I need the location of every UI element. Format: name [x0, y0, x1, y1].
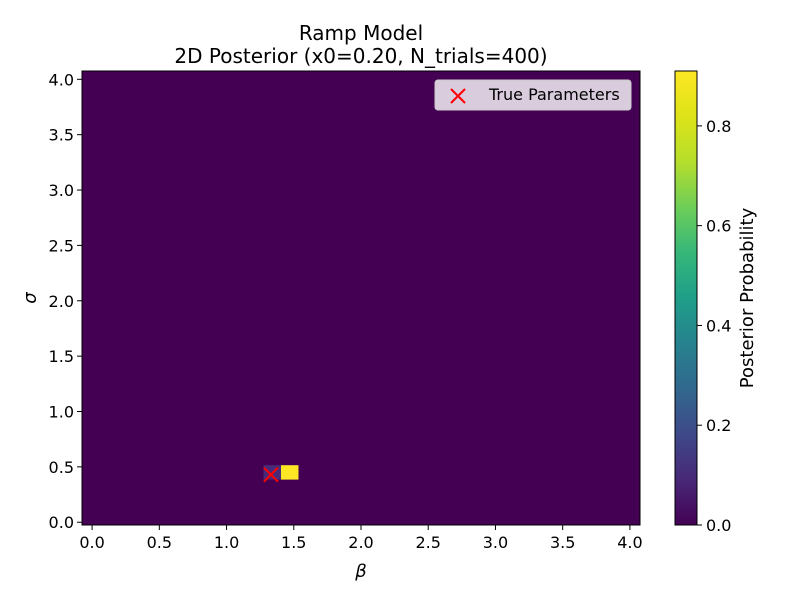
colorbar-tick-label: 0.4 — [706, 316, 731, 335]
y-tick-label: 4.0 — [49, 70, 74, 89]
true-parameters-marker — [263, 466, 279, 483]
legend-label: True Parameters — [488, 85, 620, 104]
y-tick-label: 3.5 — [49, 126, 74, 145]
colorbar-tick-label: 0.0 — [706, 516, 731, 535]
y-axis-ticks: 0.0 0.5 1.0 1.5 2.0 2.5 3.0 3.5 4.0 — [49, 70, 82, 532]
x-axis-label: β — [354, 561, 367, 582]
x-tick-label: 1.0 — [214, 533, 239, 552]
colorbar: 0.0 0.2 0.4 0.6 0.8 Posterior Probability — [674, 70, 758, 535]
y-tick-label: 0.0 — [49, 513, 74, 532]
colorbar-tick-label: 0.2 — [706, 416, 731, 435]
x-tick-label: 1.5 — [281, 533, 306, 552]
plot-area — [81, 70, 641, 526]
x-axis-ticks: 0.0 0.5 1.0 1.5 2.0 2.5 3.0 3.5 4.0 — [79, 525, 643, 552]
colorbar-tick-label: 0.6 — [706, 217, 731, 236]
x-tick-label: 4.0 — [617, 533, 642, 552]
y-axis-label: σ — [20, 292, 41, 304]
true-marker-stroke-2 — [263, 466, 279, 483]
x-tick-label: 0.0 — [79, 533, 104, 552]
y-tick-label: 2.0 — [49, 292, 74, 311]
y-tick-label: 0.5 — [49, 458, 74, 477]
colorbar-tick-label: 0.8 — [706, 117, 731, 136]
chart-title-line1: Ramp Model — [299, 21, 423, 45]
colorbar-gradient — [674, 70, 698, 526]
y-tick-label: 1.5 — [49, 347, 74, 366]
y-tick-label: 3.0 — [49, 181, 74, 200]
x-tick-label: 2.5 — [416, 533, 441, 552]
legend-x-icon — [450, 88, 466, 104]
x-tick-label: 3.0 — [483, 533, 508, 552]
heatmap-cell-2 — [280, 465, 299, 480]
x-tick-label: 3.5 — [550, 533, 575, 552]
y-tick-label: 2.5 — [49, 236, 74, 255]
chart-title-line2: 2D Posterior (x0=0.20, N_trials=400) — [174, 44, 547, 68]
legend-box — [434, 79, 632, 111]
heatmap-background — [82, 71, 640, 525]
x-tick-label: 2.0 — [348, 533, 373, 552]
colorbar-label: Posterior Probability — [737, 207, 758, 388]
x-tick-label: 0.5 — [147, 533, 172, 552]
legend: True Parameters — [434, 79, 632, 111]
colorbar-ticks: 0.0 0.2 0.4 0.6 0.8 — [697, 117, 731, 535]
y-tick-label: 1.0 — [49, 403, 74, 422]
